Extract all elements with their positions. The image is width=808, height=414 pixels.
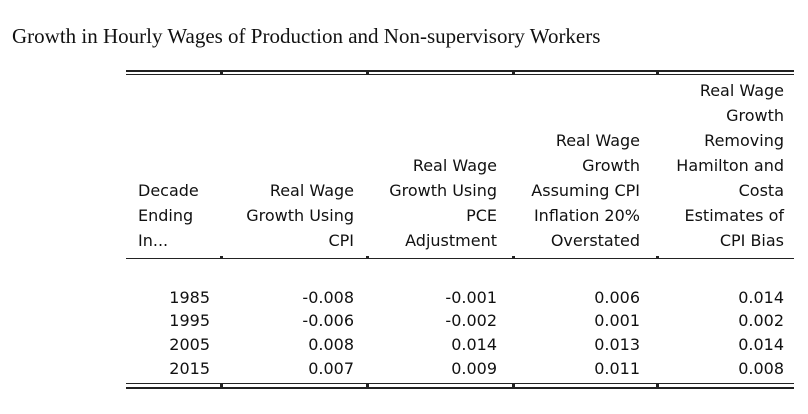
cell-decade: 2015 [169,359,210,378]
column-tick [656,384,659,387]
cell-cpi-overstated: 0.011 [594,359,640,378]
cell-decade: 2005 [169,335,210,354]
column-tick [512,256,515,259]
cell-pce: 0.009 [451,359,497,378]
cell-hamilton-costa: 0.014 [738,335,784,354]
top-rule [126,70,794,72]
header-rule [126,258,794,259]
bottom-rule-thin [126,383,794,384]
cell-decade: 1985 [169,288,210,307]
cell-cpi-overstated: 0.013 [594,335,640,354]
cell-pce: -0.001 [445,288,497,307]
cell-cpi: 0.007 [308,359,354,378]
column-tick [512,384,515,387]
cell-hamilton-costa: 0.014 [738,288,784,307]
cell-cpi: -0.006 [302,311,354,330]
cell-cpi: -0.008 [302,288,354,307]
cell-cpi: 0.008 [308,335,354,354]
column-tick [656,256,659,259]
cell-cpi-overstated: 0.006 [594,288,640,307]
column-tick [220,384,223,387]
column-header-cpi-overstated: Real Wage Growth Assuming CPI Inflation … [531,131,640,250]
column-tick [366,384,369,387]
column-tick [512,72,515,75]
cell-pce: -0.002 [445,311,497,330]
column-tick [366,256,369,259]
cell-cpi-overstated: 0.001 [594,311,640,330]
top-rule-thin [126,74,794,75]
cell-hamilton-costa: 0.008 [738,359,784,378]
column-tick [366,72,369,75]
column-header-cpi: Real Wage Growth Using CPI [246,181,354,250]
cell-pce: 0.014 [451,335,497,354]
table-title: Growth in Hourly Wages of Production and… [12,24,601,48]
cell-decade: 1995 [169,311,210,330]
bottom-rule [126,387,794,389]
column-header-pce: Real Wage Growth Using PCE Adjustment [389,156,497,250]
cell-hamilton-costa: 0.002 [738,311,784,330]
column-header-hamilton-costa: Real Wage Growth Removing Hamilton and C… [676,81,784,250]
column-header-decade: Decade Ending In... [138,181,199,250]
column-tick [220,256,223,259]
column-tick [220,72,223,75]
column-tick [656,72,659,75]
